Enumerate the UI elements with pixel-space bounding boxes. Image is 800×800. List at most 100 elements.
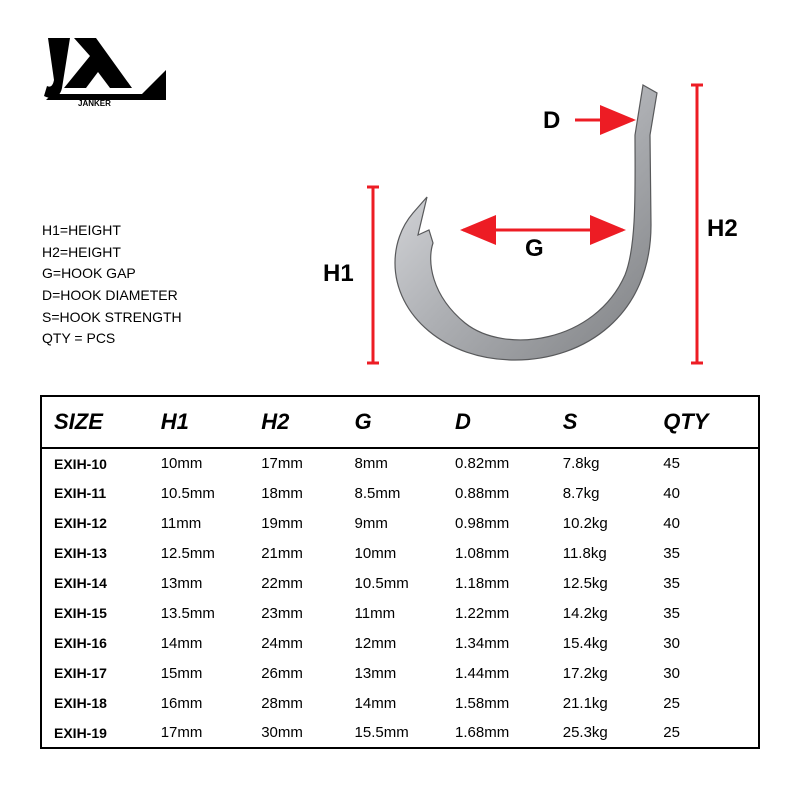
col-qty: QTY	[651, 396, 759, 448]
h1-label: H1	[323, 260, 354, 288]
cell-d: 0.98mm	[443, 508, 551, 538]
cell-h2: 19mm	[249, 508, 342, 538]
table-row: EXIH-1917mm30mm15.5mm1.68mm25.3kg25	[41, 718, 759, 748]
table-row: EXIH-1413mm22mm10.5mm1.18mm12.5kg35	[41, 568, 759, 598]
table-row: EXIH-1010mm17mm8mm0.82mm7.8kg45	[41, 448, 759, 478]
cell-h1: 10.5mm	[149, 478, 250, 508]
cell-h2: 23mm	[249, 598, 342, 628]
legend-qty: QTY = PCS	[42, 328, 182, 350]
cell-size: EXIH-18	[41, 688, 149, 718]
cell-d: 0.88mm	[443, 478, 551, 508]
cell-h1: 10mm	[149, 448, 250, 478]
cell-qty: 35	[651, 568, 759, 598]
cell-s: 25.3kg	[551, 718, 652, 748]
cell-g: 9mm	[343, 508, 444, 538]
cell-s: 11.8kg	[551, 538, 652, 568]
cell-s: 12.5kg	[551, 568, 652, 598]
cell-g: 11mm	[343, 598, 444, 628]
cell-h1: 17mm	[149, 718, 250, 748]
cell-h2: 24mm	[249, 628, 342, 658]
cell-h1: 15mm	[149, 658, 250, 688]
cell-s: 14.2kg	[551, 598, 652, 628]
cell-d: 1.18mm	[443, 568, 551, 598]
cell-g: 12mm	[343, 628, 444, 658]
col-s: S	[551, 396, 652, 448]
legend-h2: H2=HEIGHT	[42, 242, 182, 264]
cell-g: 13mm	[343, 658, 444, 688]
cell-d: 1.34mm	[443, 628, 551, 658]
table-header-row: SIZE H1 H2 G D S QTY	[41, 396, 759, 448]
table-row: EXIH-1816mm28mm14mm1.58mm21.1kg25	[41, 688, 759, 718]
cell-qty: 30	[651, 628, 759, 658]
cell-qty: 35	[651, 538, 759, 568]
cell-size: EXIH-16	[41, 628, 149, 658]
cell-size: EXIH-13	[41, 538, 149, 568]
table-row: EXIH-1312.5mm21mm10mm1.08mm11.8kg35	[41, 538, 759, 568]
dimension-legend: H1=HEIGHT H2=HEIGHT G=HOOK GAP D=HOOK DI…	[42, 220, 182, 350]
cell-d: 1.58mm	[443, 688, 551, 718]
col-h2: H2	[249, 396, 342, 448]
cell-g: 8mm	[343, 448, 444, 478]
cell-qty: 40	[651, 478, 759, 508]
cell-h2: 26mm	[249, 658, 342, 688]
hook-shape	[395, 85, 657, 360]
table-row: EXIH-1715mm26mm13mm1.44mm17.2kg30	[41, 658, 759, 688]
legend-s: S=HOOK STRENGTH	[42, 307, 182, 329]
cell-h1: 12.5mm	[149, 538, 250, 568]
col-d: D	[443, 396, 551, 448]
table-row: EXIH-1513.5mm23mm11mm1.22mm14.2kg35	[41, 598, 759, 628]
cell-h1: 11mm	[149, 508, 250, 538]
col-size: SIZE	[41, 396, 149, 448]
cell-size: EXIH-14	[41, 568, 149, 598]
table-row: EXIH-1211mm19mm9mm0.98mm10.2kg40	[41, 508, 759, 538]
cell-g: 10mm	[343, 538, 444, 568]
cell-size: EXIH-15	[41, 598, 149, 628]
cell-size: EXIH-11	[41, 478, 149, 508]
cell-qty: 25	[651, 718, 759, 748]
cell-g: 15.5mm	[343, 718, 444, 748]
h2-label: H2	[707, 215, 738, 243]
cell-s: 8.7kg	[551, 478, 652, 508]
hook-svg	[305, 65, 745, 375]
cell-g: 10.5mm	[343, 568, 444, 598]
cell-s: 17.2kg	[551, 658, 652, 688]
col-h1: H1	[149, 396, 250, 448]
cell-s: 7.8kg	[551, 448, 652, 478]
cell-h2: 18mm	[249, 478, 342, 508]
cell-d: 1.08mm	[443, 538, 551, 568]
g-label: G	[525, 235, 544, 263]
cell-d: 1.68mm	[443, 718, 551, 748]
cell-qty: 45	[651, 448, 759, 478]
size-chart-table: SIZE H1 H2 G D S QTY EXIH-1010mm17mm8mm0…	[40, 395, 760, 749]
cell-s: 15.4kg	[551, 628, 652, 658]
legend-d: D=HOOK DIAMETER	[42, 285, 182, 307]
cell-h2: 22mm	[249, 568, 342, 598]
cell-h1: 14mm	[149, 628, 250, 658]
spec-table: SIZE H1 H2 G D S QTY EXIH-1010mm17mm8mm0…	[40, 395, 760, 749]
cell-h1: 13.5mm	[149, 598, 250, 628]
cell-size: EXIH-10	[41, 448, 149, 478]
cell-h2: 30mm	[249, 718, 342, 748]
cell-qty: 25	[651, 688, 759, 718]
table-row: EXIH-1614mm24mm12mm1.34mm15.4kg30	[41, 628, 759, 658]
cell-h2: 28mm	[249, 688, 342, 718]
cell-g: 14mm	[343, 688, 444, 718]
cell-qty: 35	[651, 598, 759, 628]
table-row: EXIH-1110.5mm18mm8.5mm0.88mm8.7kg40	[41, 478, 759, 508]
cell-h1: 16mm	[149, 688, 250, 718]
cell-d: 1.44mm	[443, 658, 551, 688]
cell-d: 0.82mm	[443, 448, 551, 478]
cell-size: EXIH-12	[41, 508, 149, 538]
brand-text: JANKER	[78, 99, 111, 108]
cell-s: 21.1kg	[551, 688, 652, 718]
cell-qty: 30	[651, 658, 759, 688]
cell-size: EXIH-17	[41, 658, 149, 688]
legend-g: G=HOOK GAP	[42, 263, 182, 285]
cell-h2: 17mm	[249, 448, 342, 478]
legend-h1: H1=HEIGHT	[42, 220, 182, 242]
col-g: G	[343, 396, 444, 448]
cell-s: 10.2kg	[551, 508, 652, 538]
d-label: D	[543, 107, 560, 135]
hook-diagram: D G H1 H2	[305, 65, 745, 375]
cell-size: EXIH-19	[41, 718, 149, 748]
